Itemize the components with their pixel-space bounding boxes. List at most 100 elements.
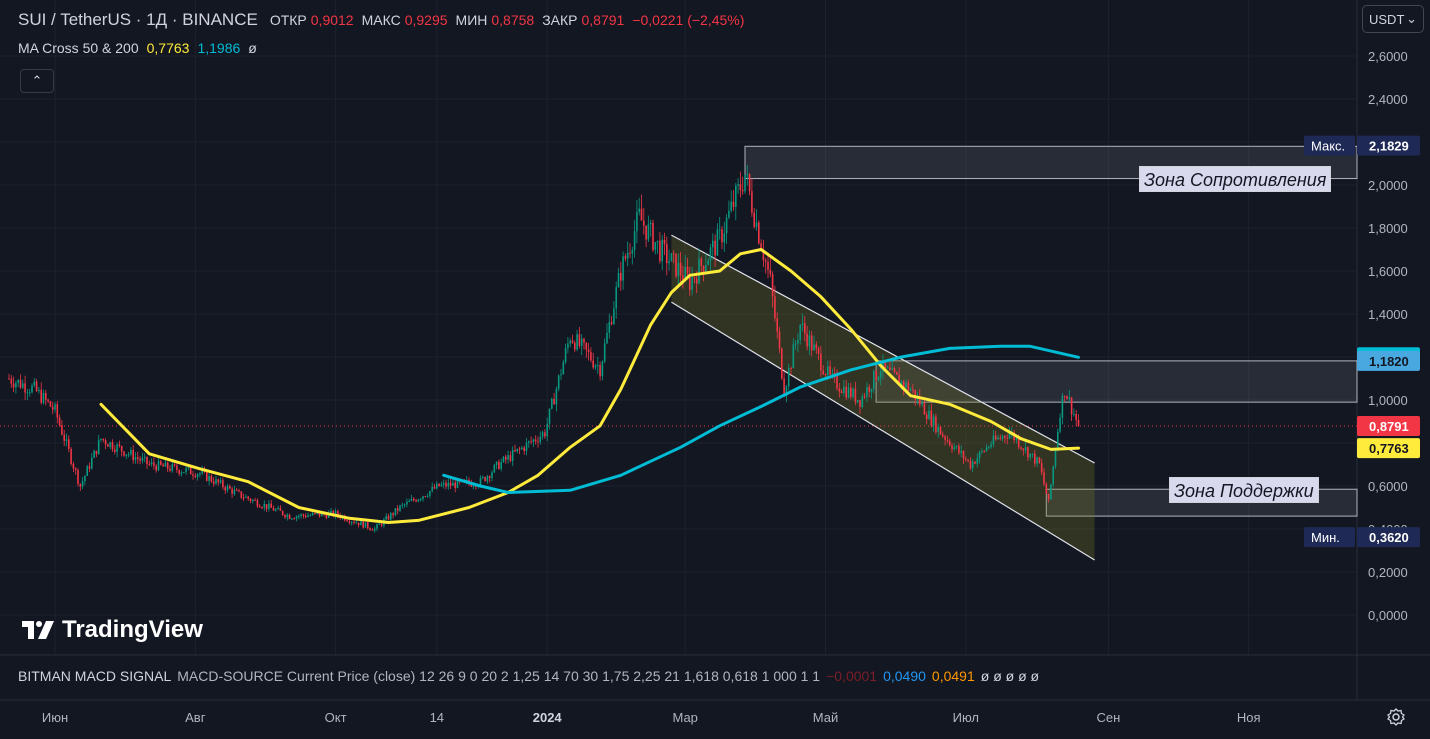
- candle: [937, 426, 939, 433]
- candle: [245, 496, 247, 498]
- candle: [695, 278, 698, 284]
- indicator-legend[interactable]: MA Cross 50 & 200 0,7763 1,1986 ø: [18, 40, 257, 56]
- price-axis[interactable]: 2,60002,40002,20002,00001,80001,60001,40…: [1304, 49, 1420, 623]
- candle: [1050, 484, 1052, 500]
- candle: [702, 266, 705, 272]
- candle: [498, 461, 500, 470]
- candle: [622, 256, 624, 281]
- candle: [930, 410, 933, 426]
- candle: [240, 491, 243, 498]
- candle: [1004, 435, 1006, 438]
- candle: [1036, 457, 1038, 464]
- macd-legend[interactable]: BITMAN MACD SIGNAL MACD-SOURCE Current P…: [18, 668, 1039, 684]
- candle: [311, 513, 314, 516]
- candle: [447, 482, 450, 487]
- candle: [610, 322, 613, 324]
- currency-dropdown[interactable]: USDT ⌄: [1362, 5, 1424, 33]
- candle: [1001, 435, 1004, 439]
- high-value: 0,9295: [404, 12, 448, 28]
- candle: [293, 518, 295, 520]
- candle: [585, 342, 588, 350]
- collapse-legend-button[interactable]: ⌃: [20, 69, 54, 93]
- candle: [831, 373, 834, 375]
- support-zone-label[interactable]: Зона Поддержки: [1169, 477, 1319, 503]
- candle: [1070, 397, 1073, 415]
- candle: [1027, 447, 1029, 458]
- tradingview-logo[interactable]: TradingView: [22, 616, 203, 644]
- candle: [419, 498, 422, 500]
- candle: [97, 439, 100, 455]
- x-tick-label: Авг: [185, 710, 206, 725]
- candle: [371, 529, 374, 531]
- candle: [316, 513, 318, 515]
- candle: [81, 481, 84, 487]
- candle: [935, 416, 937, 433]
- candle: [1073, 414, 1075, 416]
- resistance-zone-label[interactable]: Зона Сопротивления: [1139, 166, 1332, 192]
- candle: [741, 189, 744, 192]
- candle: [277, 507, 279, 510]
- moving-averages: [99, 248, 1080, 524]
- candle: [817, 348, 820, 354]
- candle: [840, 391, 843, 393]
- candle: [875, 370, 877, 381]
- candle: [454, 482, 456, 489]
- candle: [948, 440, 951, 446]
- candle: [981, 450, 983, 452]
- candle: [176, 465, 178, 471]
- candle: [893, 368, 896, 373]
- candle: [488, 476, 491, 479]
- candle: [1006, 437, 1008, 439]
- indicator-name[interactable]: MA Cross 50 & 200: [18, 40, 139, 56]
- candle: [355, 522, 358, 524]
- macd-value-2: 0,0490: [883, 668, 926, 684]
- candle: [509, 455, 512, 461]
- candle: [778, 331, 781, 349]
- candle: [960, 450, 962, 453]
- candle: [590, 352, 592, 361]
- candle: [516, 448, 519, 452]
- candle: [378, 524, 381, 526]
- candle: [502, 456, 505, 463]
- price-badge-tag: [1304, 527, 1355, 548]
- candle: [68, 439, 70, 449]
- low-label: МИН: [455, 12, 488, 28]
- candle: [523, 447, 525, 451]
- candle: [999, 437, 1002, 439]
- candle: [721, 229, 723, 243]
- candle: [337, 511, 339, 516]
- candle: [123, 451, 125, 456]
- candle: [19, 379, 22, 388]
- x-tick-label: 14: [430, 710, 444, 725]
- gear-icon[interactable]: [1386, 707, 1406, 727]
- candle: [118, 444, 121, 447]
- candle: [401, 504, 404, 506]
- price-badge: [1357, 438, 1420, 459]
- candle: [385, 516, 387, 520]
- candle: [1038, 457, 1041, 464]
- candle: [392, 513, 394, 516]
- candle: [1017, 438, 1020, 448]
- candle: [617, 272, 620, 288]
- candle: [774, 296, 776, 319]
- candle: [691, 277, 693, 290]
- time-axis[interactable]: Июн Авг Окт 14 2024 Мар Май Июл Сен Ноя: [42, 710, 1261, 725]
- candle: [564, 348, 567, 363]
- candle: [70, 448, 72, 464]
- macd-value-1: −0,0001: [826, 668, 878, 684]
- candle: [620, 272, 622, 281]
- candle: [656, 240, 659, 243]
- candle: [1040, 463, 1043, 473]
- candle: [304, 515, 307, 518]
- candle: [514, 450, 516, 452]
- candle: [1054, 450, 1057, 467]
- candle: [155, 465, 157, 471]
- candle: [663, 239, 666, 245]
- candle: [603, 343, 606, 362]
- candle: [17, 379, 19, 383]
- macd-name[interactable]: BITMAN MACD SIGNAL: [18, 668, 172, 684]
- symbol-title[interactable]: SUI / TetherUS · 1Д · BINANCE: [18, 10, 258, 29]
- candle: [693, 277, 696, 279]
- candle: [974, 461, 976, 464]
